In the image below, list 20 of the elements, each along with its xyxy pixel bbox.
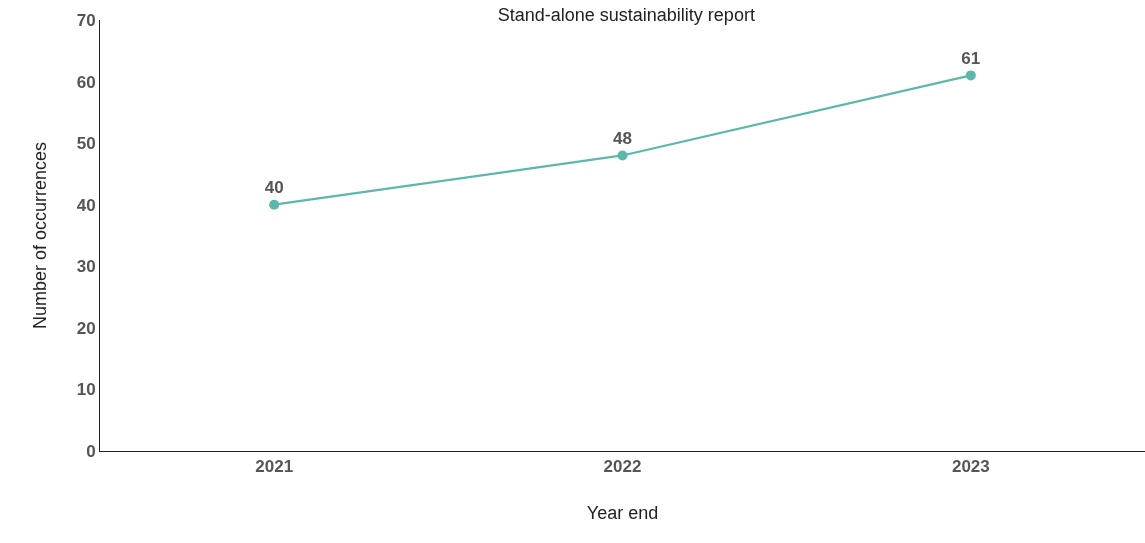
y-tick-label: 40 [76, 195, 96, 215]
y-axis-title: Number of occurrences [29, 141, 50, 330]
x-tick-label: 2022 [603, 457, 642, 477]
y-tick-label: 70 [76, 10, 96, 30]
y-tick-label: 50 [76, 134, 96, 154]
point [965, 70, 976, 81]
y-tick-label: 20 [76, 318, 96, 338]
chart-title: Stand-alone sustainability report [497, 4, 755, 25]
point [617, 150, 628, 161]
x-axis-title: Year end [586, 502, 659, 523]
data-label: 48 [613, 128, 632, 148]
y-tick-label: 0 [86, 441, 96, 461]
data-label: 61 [961, 48, 981, 68]
y-tick-label: 60 [76, 72, 96, 92]
x-tick-label: 2023 [951, 457, 990, 477]
x-tick-label: 2021 [255, 457, 294, 477]
data-label: 40 [264, 178, 284, 198]
point [269, 199, 280, 210]
y-tick-label: 30 [76, 257, 96, 277]
y-tick-label: 10 [76, 380, 96, 400]
